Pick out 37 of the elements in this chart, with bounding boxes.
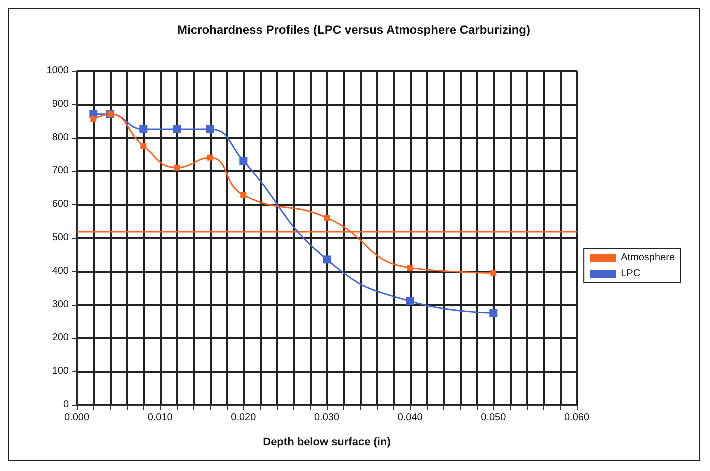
point: [324, 214, 330, 221]
y-tick-label: 600: [52, 199, 70, 210]
x-tick-label: 0.050: [481, 412, 507, 424]
x-tick-label: 0.010: [148, 412, 174, 424]
point: [140, 143, 147, 150]
y-tick-label: 400: [52, 266, 70, 277]
point: [206, 125, 214, 134]
legend-label: LPC: [621, 268, 641, 280]
point: [323, 256, 331, 264]
point: [207, 154, 214, 161]
y-tick-label: 500: [52, 232, 70, 244]
y-tick-label: 0: [63, 400, 70, 410]
x-tick-label: 0.040: [398, 412, 424, 424]
point: [240, 157, 248, 166]
point: [490, 270, 497, 276]
x-tick-label: 0.060: [564, 412, 590, 424]
chart-title: Microhardness Profiles (LPC versus Atmosphere Carburizing): [178, 23, 530, 37]
point: [140, 125, 148, 134]
point: [240, 192, 247, 198]
y-tick-label: 300: [52, 299, 70, 310]
y-tick-label: 200: [52, 332, 70, 344]
point: [406, 297, 414, 306]
y-tick-label: 1000: [46, 66, 70, 76]
point: [407, 265, 414, 272]
x-tick-label: 0.020: [231, 412, 257, 424]
x-tick-label: 0.030: [314, 412, 340, 424]
y-tick-label: 900: [52, 98, 70, 110]
y-tick-label: 800: [52, 132, 70, 144]
y-tick-label: 100: [52, 366, 70, 378]
x-axis-title: Depth below surface (in): [263, 436, 392, 448]
point: [173, 125, 181, 134]
x-tick-label: 0.000: [64, 412, 90, 424]
point: [174, 164, 180, 171]
y-tick-label: 700: [52, 166, 70, 177]
point: [490, 309, 498, 318]
legend-label: Atmosphere: [621, 252, 676, 264]
point: [90, 116, 97, 122]
